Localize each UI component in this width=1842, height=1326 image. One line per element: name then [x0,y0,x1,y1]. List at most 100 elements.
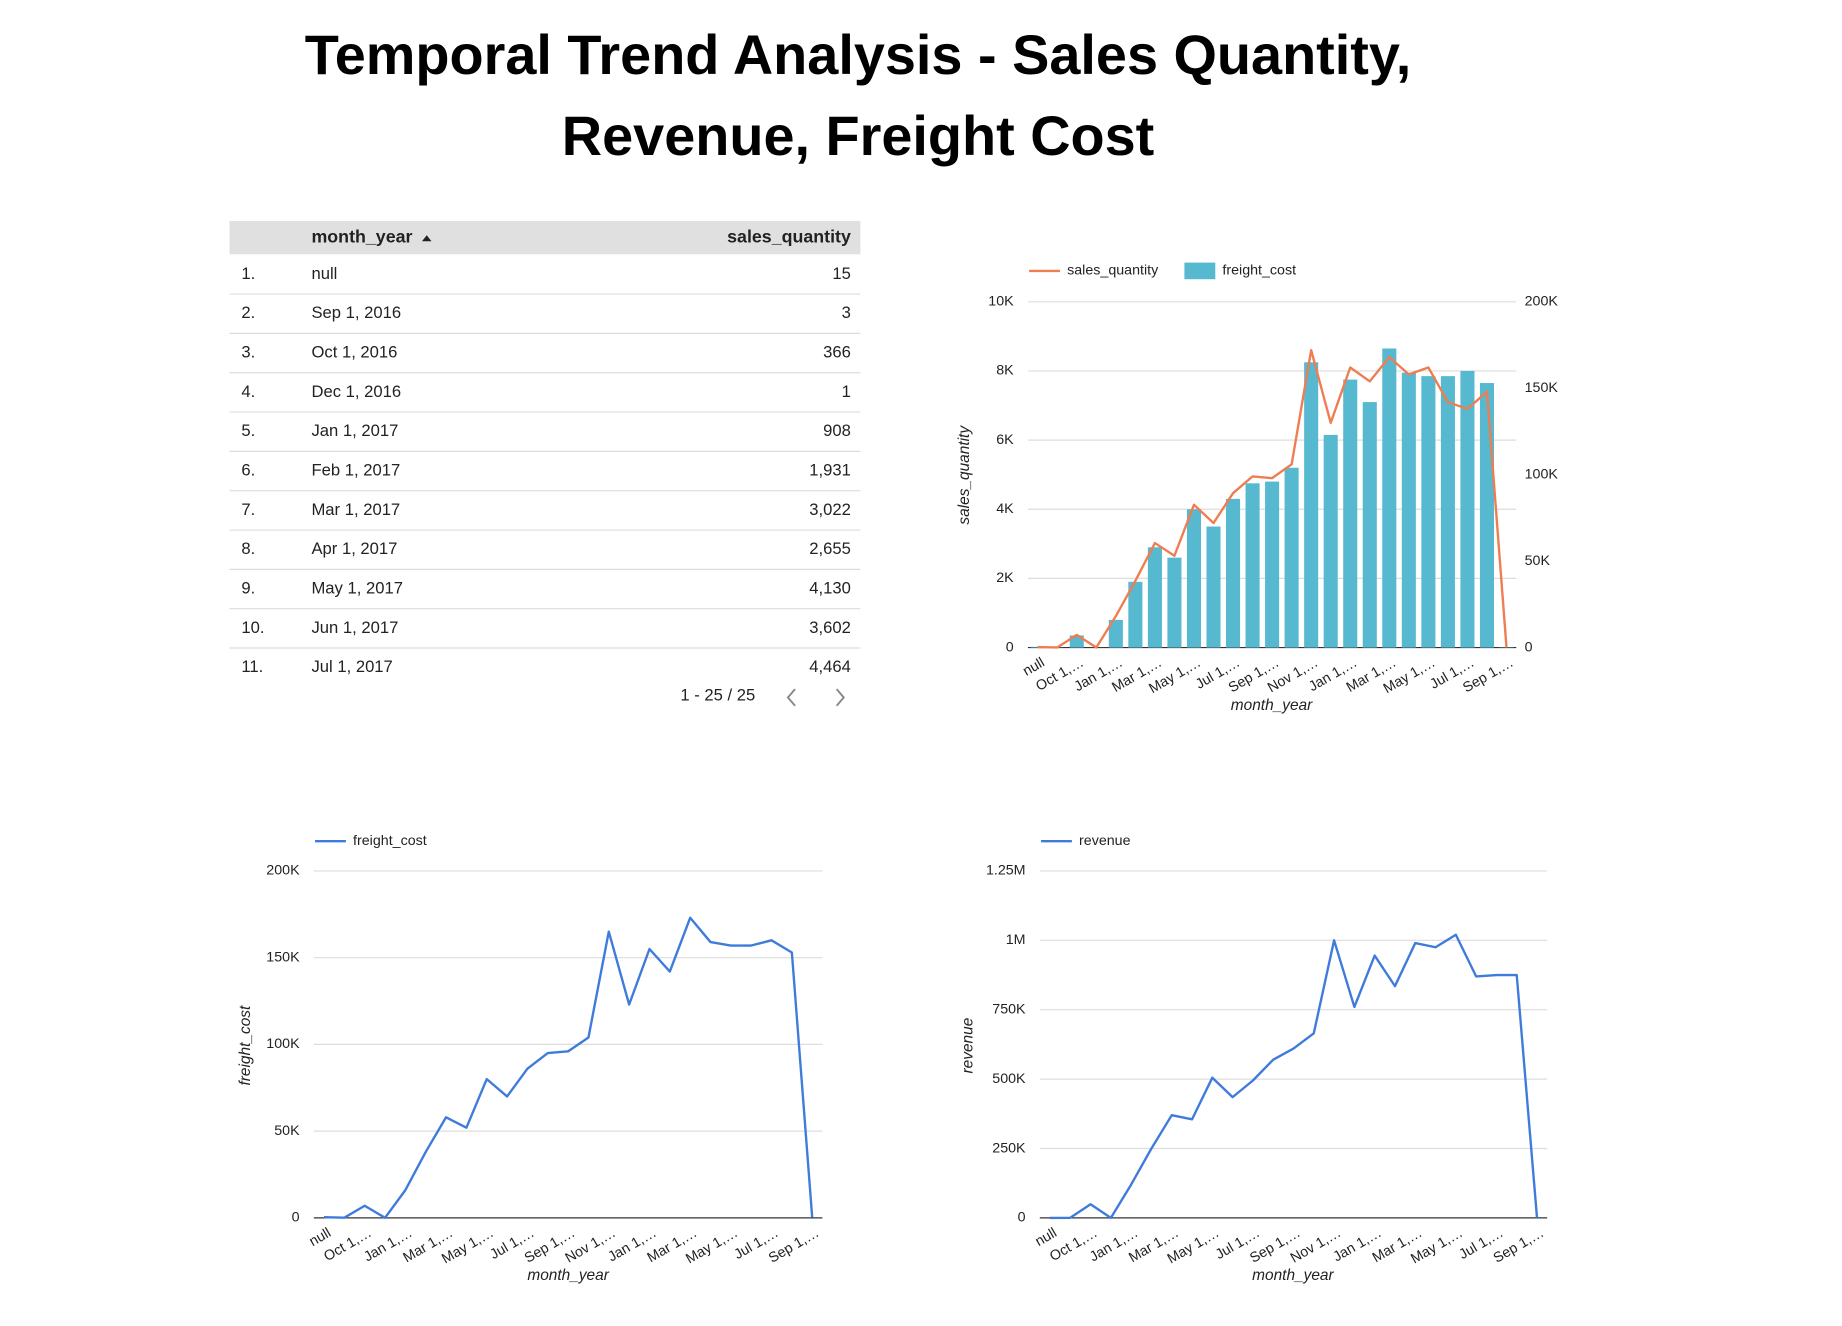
row-index: 10. [241,618,264,637]
y-tick-label: 0 [1006,639,1014,655]
row-index: 8. [241,539,255,558]
y-tick-label: 0 [292,1210,300,1226]
cell-quantity: 15 [832,264,851,283]
cell-month: Jul 1, 2017 [311,657,392,676]
y-tick-label: 1M [1006,932,1026,948]
cell-quantity: 908 [823,421,851,440]
row-index: 3. [241,343,255,362]
next-page[interactable] [835,688,846,707]
cell-quantity: 2,655 [809,539,851,558]
y-axis-label: freight_cost [237,1005,254,1086]
y-tick-label: 10K [988,294,1014,310]
row-index: 9. [241,578,255,597]
y2-tick-label: 200K [1525,294,1559,310]
y2-tick-label: 150K [1525,380,1559,396]
row-index: 6. [241,461,255,480]
y-axis-label: revenue [960,1017,977,1073]
y2-tick-label: 50K [1525,553,1551,569]
column-header[interactable]: month_year [311,226,412,246]
cell-month: null [311,264,337,283]
cell-month: Apr 1, 2017 [311,539,397,558]
row-index: 2. [241,303,255,322]
bar [1284,467,1299,648]
cell-quantity: 4,464 [809,657,851,676]
column-header[interactable]: sales_quantity [727,226,851,246]
cell-month: Oct 1, 2016 [311,343,397,362]
row-index: 7. [241,500,255,519]
line [1037,349,1508,649]
y-tick-label: 100K [266,1036,300,1052]
cell-month: Sep 1, 2016 [311,303,401,322]
bar [1440,376,1455,648]
x-axis-label: month_year [1231,697,1313,714]
table: month_year sales_quantity 1 - 25 / 25 [229,221,861,707]
row-index: 11. [241,657,263,676]
cell-quantity: 4,130 [809,578,851,597]
bar [1343,379,1358,648]
cell-month: Feb 1, 2017 [311,461,400,480]
cell-month: May 1, 2017 [311,578,402,597]
pagination: 1 - 25 / 25 [680,686,755,705]
bar [1265,481,1280,648]
bar [1245,483,1260,648]
bar [1362,402,1377,648]
title-line: Revenue, Freight Cost [562,104,1155,167]
cell-month: Dec 1, 2016 [311,382,401,401]
legend-label: sales_quantity [1067,263,1159,279]
legend-swatch [1184,262,1216,280]
y-axis-label: sales_quantity [956,425,973,525]
table-header-bg [229,221,861,255]
line [1049,933,1539,1220]
cell-month: Mar 1, 2017 [311,500,400,519]
prev-page[interactable] [786,688,796,707]
bar [1460,370,1475,648]
bar [1206,526,1221,648]
row-index: 4. [241,382,255,401]
bar [1147,547,1162,648]
bar [1323,434,1338,648]
bar [1128,581,1143,648]
row-index: 1. [241,264,255,283]
y-tick-label: 150K [266,949,300,965]
y-tick-label: 200K [266,863,300,879]
y-tick-label: 500K [992,1071,1026,1087]
bar [1479,383,1495,648]
title-line: Temporal Trend Analysis - Sales Quantity… [305,23,1412,86]
y-tick-label: 4K [996,501,1014,517]
cell-quantity: 3,022 [809,500,851,519]
bar [1382,348,1397,648]
bar [1108,619,1123,648]
y-tick-label: 2K [996,570,1014,586]
y-tick-label: 6K [996,432,1014,448]
bar [1421,376,1436,648]
bar [1186,509,1202,648]
y-tick-label: 1.25M [986,863,1026,879]
row-index: 5. [241,421,255,440]
bar [1304,362,1319,648]
cell-month: Jan 1, 2017 [311,421,398,440]
y-tick-label: 750K [992,1001,1026,1017]
bar [1167,557,1182,648]
legend-label: freight_cost [353,833,427,849]
y-tick-label: 8K [996,363,1014,379]
sort-icon[interactable] [421,235,432,242]
bar [1226,498,1241,648]
cell-quantity: 1,931 [809,461,851,480]
cell-quantity: 3,602 [809,618,851,637]
cell-quantity: 366 [823,343,851,362]
legend-label: revenue [1079,833,1131,849]
line [323,916,814,1219]
cell-quantity: 1 [842,382,851,401]
bar [1401,372,1416,648]
cell-quantity: 3 [842,303,851,322]
x-axis-label: month_year [527,1267,609,1284]
cell-month: Jun 1, 2017 [311,618,398,637]
x-axis-label: month_year [1252,1267,1334,1284]
y2-tick-label: 100K [1525,466,1559,482]
y2-tick-label: 0 [1525,639,1533,655]
